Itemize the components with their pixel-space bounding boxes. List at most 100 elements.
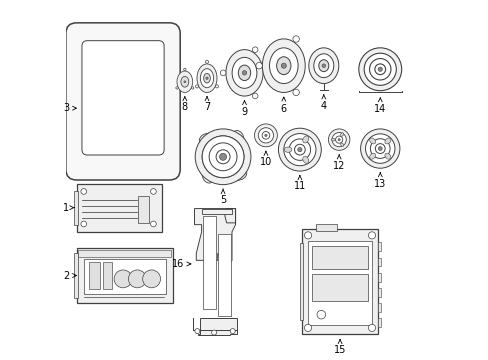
Circle shape [278, 128, 321, 171]
Bar [312, 246, 367, 269]
Ellipse shape [238, 65, 250, 81]
Circle shape [211, 330, 216, 335]
Circle shape [360, 129, 399, 168]
Circle shape [297, 148, 302, 152]
Bar [378, 242, 381, 251]
Circle shape [378, 147, 382, 150]
Bar [378, 318, 381, 327]
Circle shape [202, 136, 244, 178]
Ellipse shape [202, 163, 216, 183]
Ellipse shape [225, 50, 263, 96]
Polygon shape [203, 216, 216, 309]
Bar [315, 224, 337, 231]
Text: 7: 7 [203, 97, 210, 112]
Bar [299, 243, 303, 320]
Polygon shape [194, 208, 235, 267]
Bar [138, 196, 148, 223]
Circle shape [205, 77, 208, 80]
Circle shape [215, 85, 218, 88]
Text: 6: 6 [280, 97, 286, 113]
Circle shape [264, 134, 266, 136]
Circle shape [202, 136, 244, 178]
Polygon shape [218, 234, 231, 316]
Circle shape [81, 221, 86, 227]
Ellipse shape [308, 48, 338, 84]
Bar [312, 274, 367, 301]
Circle shape [292, 36, 299, 42]
Circle shape [183, 81, 185, 83]
Ellipse shape [269, 48, 298, 84]
Circle shape [358, 48, 401, 91]
Bar [78, 249, 171, 257]
Text: 10: 10 [259, 151, 271, 167]
Bar [83, 258, 165, 294]
Bar [77, 184, 162, 232]
Circle shape [369, 59, 390, 80]
Bar [301, 229, 378, 334]
Circle shape [335, 136, 342, 143]
Circle shape [216, 150, 229, 164]
Circle shape [254, 124, 277, 147]
Circle shape [195, 85, 198, 88]
Circle shape [150, 221, 156, 227]
Text: 3: 3 [63, 103, 76, 113]
Circle shape [230, 329, 235, 334]
Text: 12: 12 [332, 155, 345, 171]
Circle shape [367, 232, 375, 239]
Circle shape [194, 329, 200, 334]
Ellipse shape [313, 54, 333, 78]
Bar [378, 303, 381, 312]
Circle shape [205, 60, 208, 63]
Text: 15: 15 [333, 339, 346, 355]
Ellipse shape [384, 138, 390, 144]
Circle shape [255, 63, 262, 69]
Circle shape [176, 87, 178, 89]
Ellipse shape [232, 57, 256, 88]
Ellipse shape [340, 133, 343, 136]
Ellipse shape [302, 156, 308, 163]
Text: 14: 14 [373, 98, 386, 114]
Circle shape [252, 93, 258, 99]
Circle shape [81, 189, 86, 194]
Circle shape [142, 270, 160, 288]
Circle shape [316, 310, 325, 319]
Circle shape [337, 139, 340, 141]
Circle shape [209, 143, 237, 171]
Bar [378, 257, 381, 266]
Circle shape [374, 64, 385, 75]
Circle shape [292, 89, 299, 96]
Bar [77, 248, 173, 303]
Bar [378, 288, 381, 297]
Ellipse shape [284, 147, 291, 152]
FancyBboxPatch shape [66, 23, 180, 180]
Text: 1: 1 [62, 203, 74, 213]
Text: 9: 9 [241, 101, 247, 117]
Ellipse shape [276, 57, 290, 75]
Circle shape [304, 232, 311, 239]
Bar [378, 273, 381, 282]
Circle shape [281, 63, 286, 68]
Bar [307, 242, 371, 325]
Circle shape [242, 71, 246, 75]
Ellipse shape [229, 131, 244, 150]
Circle shape [375, 144, 385, 153]
Text: 11: 11 [293, 176, 305, 192]
Circle shape [150, 189, 156, 194]
Circle shape [304, 324, 311, 332]
Circle shape [283, 134, 315, 166]
Circle shape [219, 153, 226, 160]
Bar [74, 253, 78, 298]
Ellipse shape [384, 153, 390, 159]
Circle shape [331, 132, 346, 147]
Circle shape [258, 128, 273, 143]
Circle shape [209, 143, 237, 171]
Ellipse shape [197, 64, 217, 93]
Bar [103, 262, 112, 289]
Circle shape [183, 68, 185, 71]
Text: 2: 2 [62, 271, 76, 280]
Ellipse shape [340, 143, 343, 147]
Bar [74, 191, 78, 225]
Circle shape [377, 67, 382, 71]
Text: 8: 8 [182, 97, 187, 112]
Circle shape [328, 129, 349, 150]
